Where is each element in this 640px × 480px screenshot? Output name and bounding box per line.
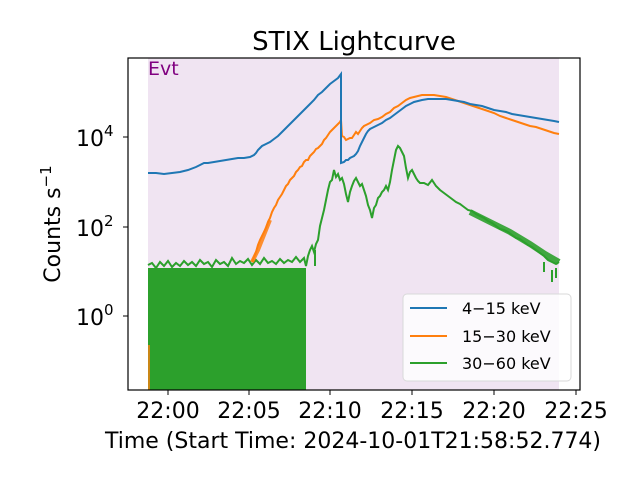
- x-tick-label: 22:20: [462, 399, 525, 424]
- x-tick-label: 22:00: [136, 399, 199, 424]
- legend-item: 4−15 keV: [410, 299, 541, 318]
- x-tick-label: 22:10: [298, 399, 361, 424]
- x-axis: 22:00 22:05 22:10 22:15 22:20 22:25 Time…: [104, 390, 608, 454]
- event-label: Evt: [148, 58, 179, 80]
- series-group: [147, 71, 561, 390]
- legend-item: 15−30 keV: [410, 327, 551, 346]
- axes-frame: [127, 57, 581, 391]
- legend-label: 4−15 keV: [462, 299, 541, 318]
- y-tick-label: 104: [76, 122, 114, 152]
- y-tick-label: 102: [76, 212, 114, 242]
- legend: 4−15 keV 15−30 keV 30−60 keV: [402, 293, 572, 382]
- x-tick-label: 22:05: [217, 399, 280, 424]
- y-tick-label: 100: [76, 301, 114, 331]
- series-4-15-kev: [148, 71, 560, 176]
- x-tick-label: 22:15: [380, 399, 443, 424]
- legend-label: 30−60 keV: [462, 354, 551, 373]
- x-axis-label: Time (Start Time: 2024-10-01T21:58:52.77…: [104, 429, 601, 454]
- series-30-60-kev: [147, 144, 561, 390]
- y-axis-label: Counts s−1: [37, 165, 66, 282]
- legend-item: 30−60 keV: [410, 354, 551, 373]
- legend-label: 15−30 keV: [462, 327, 551, 346]
- chart-title: STIX Lightcurve: [252, 27, 456, 57]
- y-axis: 104 102 100 Counts s−1: [37, 122, 128, 331]
- x-tick-label: 22:25: [544, 399, 607, 424]
